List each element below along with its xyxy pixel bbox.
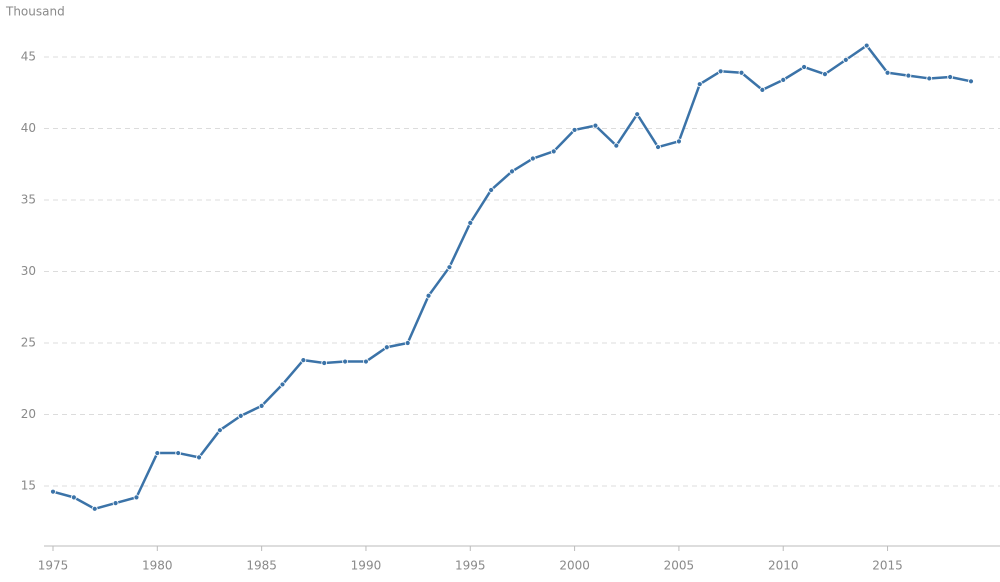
y-tick-label: 40 bbox=[21, 121, 36, 135]
y-tick-label: 20 bbox=[21, 407, 36, 421]
data-point bbox=[947, 74, 954, 80]
x-tick-label: 1975 bbox=[38, 559, 69, 573]
data-point bbox=[759, 86, 766, 93]
data-point bbox=[279, 381, 286, 388]
data-point bbox=[112, 500, 119, 507]
y-tick-label: 45 bbox=[21, 49, 36, 63]
x-tick-label: 1990 bbox=[351, 559, 382, 573]
data-point bbox=[133, 494, 140, 501]
x-tick-label: 1985 bbox=[246, 559, 277, 573]
data-point bbox=[300, 357, 307, 364]
y-tick-label: 30 bbox=[21, 264, 36, 278]
data-point bbox=[822, 71, 828, 78]
data-point bbox=[342, 358, 348, 365]
y-axis-label: Thousand bbox=[5, 5, 65, 19]
x-tick-label: 2005 bbox=[664, 559, 695, 573]
data-point bbox=[175, 450, 182, 456]
y-tick-label: 35 bbox=[21, 192, 36, 206]
x-tick-label: 2010 bbox=[768, 559, 799, 573]
data-point bbox=[842, 56, 849, 63]
data-point bbox=[196, 454, 202, 461]
data-point bbox=[91, 505, 98, 512]
x-tick-label: 2000 bbox=[559, 559, 590, 573]
data-point bbox=[217, 427, 223, 434]
data-point bbox=[634, 111, 641, 118]
x-tick-label: 1980 bbox=[142, 559, 173, 573]
data-point bbox=[592, 122, 599, 129]
data-point bbox=[70, 494, 77, 501]
data-point bbox=[529, 155, 536, 162]
data-point bbox=[884, 69, 891, 76]
data-point bbox=[321, 360, 328, 366]
data-point bbox=[509, 168, 515, 175]
data-point bbox=[717, 68, 724, 75]
y-tick-label: 25 bbox=[21, 335, 36, 349]
data-point bbox=[801, 64, 807, 70]
data-point bbox=[467, 219, 474, 226]
data-point bbox=[383, 344, 390, 351]
data-point bbox=[446, 264, 453, 271]
data-point bbox=[258, 402, 265, 409]
data-point bbox=[50, 488, 56, 495]
data-point bbox=[154, 450, 161, 456]
data-point bbox=[237, 412, 244, 419]
x-tick-label: 1995 bbox=[455, 559, 486, 573]
data-point bbox=[926, 75, 933, 82]
data-point bbox=[488, 187, 495, 193]
data-point bbox=[780, 76, 787, 83]
x-tick-label: 2015 bbox=[872, 559, 903, 573]
data-point bbox=[363, 358, 369, 365]
data-point bbox=[571, 127, 578, 133]
data-point bbox=[550, 148, 557, 155]
data-point bbox=[905, 72, 912, 79]
y-tick-label: 15 bbox=[21, 478, 36, 492]
data-point bbox=[968, 78, 974, 85]
data-point bbox=[425, 292, 432, 299]
data-point bbox=[863, 42, 870, 49]
data-point bbox=[676, 138, 682, 145]
data-point bbox=[613, 142, 620, 149]
data-line bbox=[52, 44, 972, 511]
data-point bbox=[404, 340, 411, 346]
data-point bbox=[738, 69, 745, 76]
data-point bbox=[696, 81, 703, 88]
data-point bbox=[655, 144, 661, 150]
